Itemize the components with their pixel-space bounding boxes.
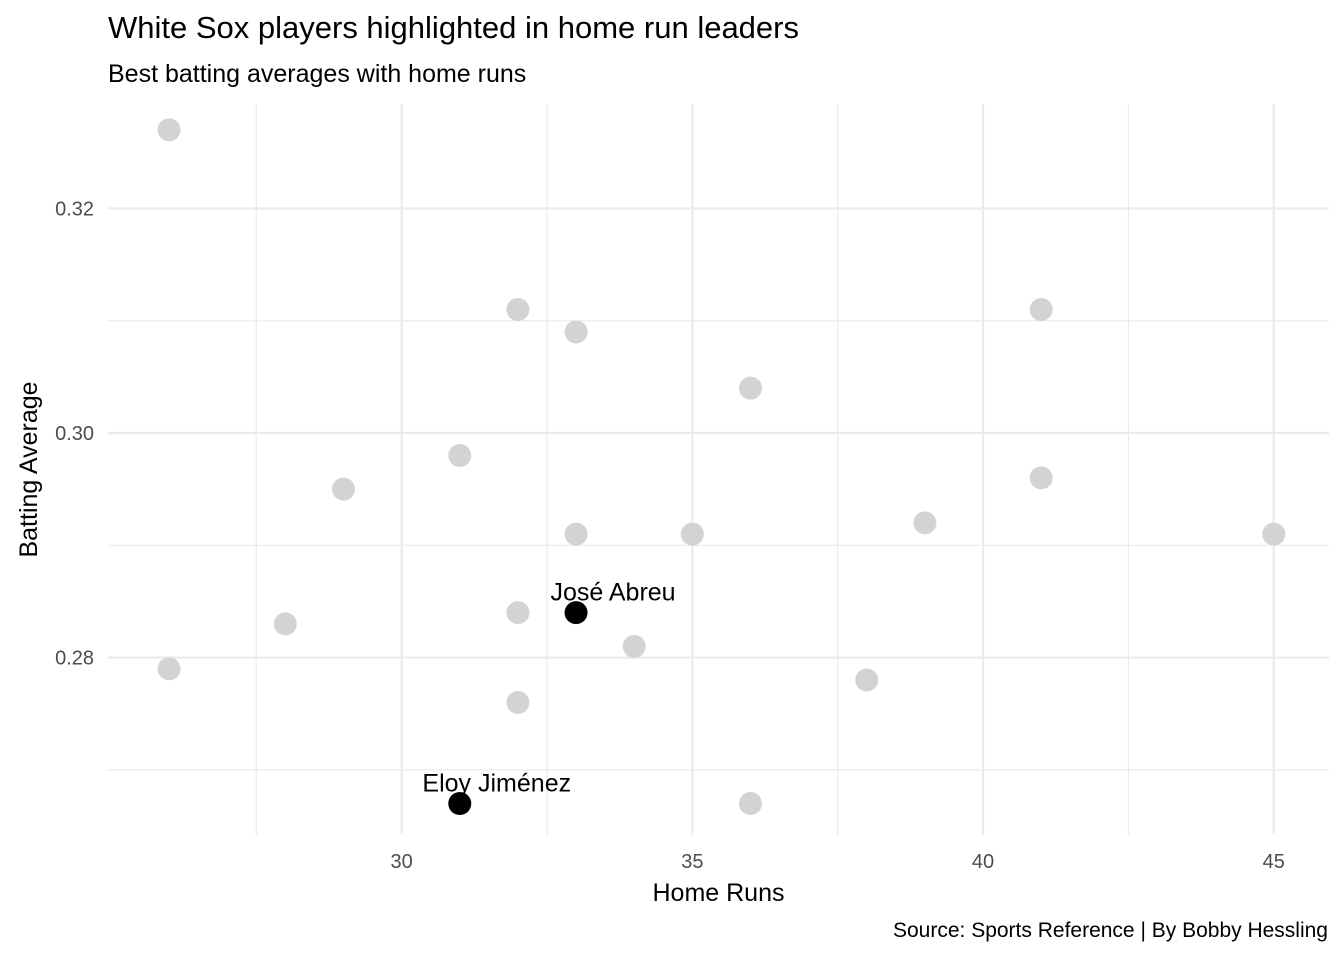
x-axis-label: Home Runs: [653, 879, 785, 907]
data-point: [448, 443, 472, 467]
y-axis-label: Batting Average: [15, 381, 43, 557]
data-point: [738, 792, 762, 816]
point-label: José Abreu: [551, 579, 676, 607]
data-point: [157, 118, 181, 142]
data-point: [331, 477, 355, 501]
highlighted-data-point: [448, 792, 472, 816]
y-tick-label: 0.28: [55, 648, 94, 670]
y-tick-label: 0.30: [55, 423, 94, 445]
highlighted-data-point: [564, 601, 588, 625]
chart-title: White Sox players highlighted in home ru…: [108, 10, 799, 45]
data-point: [506, 601, 530, 625]
x-tick-label: 35: [681, 851, 703, 873]
data-point: [1262, 522, 1286, 546]
data-point: [680, 522, 704, 546]
x-tick-label: 40: [972, 851, 994, 873]
data-point: [855, 668, 879, 692]
x-tick-label: 45: [1263, 851, 1285, 873]
data-point: [506, 297, 530, 321]
data-point: [157, 657, 181, 681]
y-tick-label: 0.32: [55, 198, 94, 220]
data-point: [564, 522, 588, 546]
data-point: [913, 511, 937, 535]
chart-caption: Source: Sports Reference | By Bobby Hess…: [892, 919, 1328, 942]
data-point: [506, 690, 530, 714]
data-point: [564, 320, 588, 344]
chart-subtitle: Best batting averages with home runs: [108, 60, 527, 88]
point-label: Eloy Jiménez: [422, 770, 571, 798]
data-point: [1029, 297, 1053, 321]
x-tick-label: 30: [390, 851, 412, 873]
data-point: [273, 612, 297, 636]
data-point: [738, 376, 762, 400]
data-point: [622, 634, 646, 658]
data-point: [1029, 466, 1053, 490]
